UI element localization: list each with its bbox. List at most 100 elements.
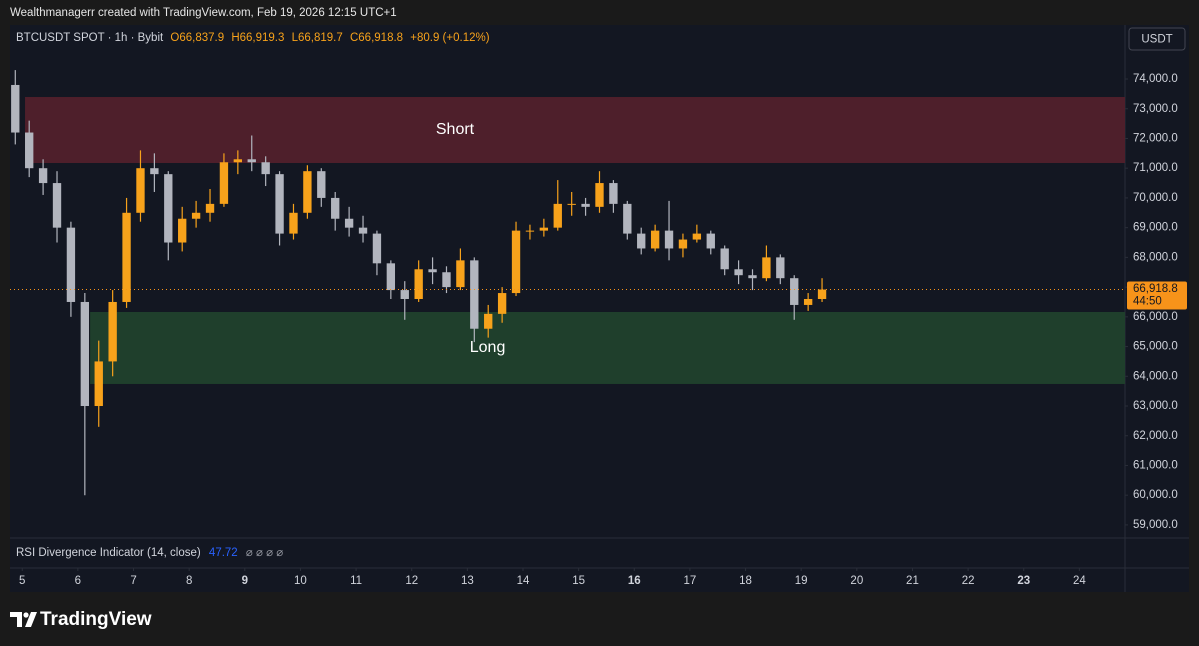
candle-body (790, 278, 799, 305)
candle-body (539, 227, 549, 231)
y-tick-label: 72,000.0 (1133, 133, 1178, 145)
candle-body (428, 269, 437, 273)
candle-body (776, 257, 785, 279)
x-tick-label: 17 (684, 575, 697, 587)
candle-body (762, 257, 771, 279)
y-tick-label: 68,000.0 (1133, 251, 1178, 263)
last-price-label: 66,918.8 (1133, 283, 1178, 295)
candle-body (150, 168, 159, 175)
zone (90, 311, 1126, 384)
countdown: 44:50 (1133, 296, 1162, 308)
candle-body (484, 313, 493, 329)
candle-body (25, 132, 34, 169)
candle-body (511, 230, 521, 294)
candle-body (233, 159, 243, 163)
currency-button[interactable] (1128, 27, 1186, 51)
y-tick-label: 66,000.0 (1133, 311, 1178, 323)
candle-body (122, 212, 131, 302)
y-tick-label: 59,000.0 (1133, 519, 1178, 531)
x-tick-label: 23 (1017, 575, 1030, 587)
zone (25, 97, 1125, 163)
brand-logo (10, 612, 37, 627)
candle-body (609, 183, 618, 204)
y-tick-label: 62,000.0 (1133, 430, 1178, 442)
x-tick-label: 18 (739, 575, 752, 587)
candle-body (108, 301, 117, 362)
indicator-value: 47.72 (209, 547, 238, 559)
candle-body (734, 269, 743, 276)
y-tick-label: 65,000.0 (1133, 341, 1178, 353)
symbol: BTCUSDT SPOT · 1h · Bybit (16, 32, 164, 44)
candle-body (219, 162, 229, 204)
candle-body (358, 227, 368, 234)
y-tick-label: 69,000.0 (1133, 222, 1178, 234)
currency-label[interactable]: USDT (1141, 34, 1172, 46)
candle-body (317, 171, 326, 198)
candle-body (414, 269, 423, 299)
candle-body (567, 203, 576, 205)
candle-body (692, 233, 702, 240)
candle-body (289, 212, 298, 234)
y-tick-label: 64,000.0 (1133, 370, 1178, 382)
zone-label: Long (470, 339, 506, 356)
candle-body (720, 248, 729, 270)
candle-body (38, 168, 48, 184)
y-tick-label: 74,000.0 (1133, 73, 1178, 85)
candle-body (553, 203, 562, 228)
candle-body (678, 239, 688, 249)
brand-name: TradingView (40, 609, 152, 630)
indicator-name: RSI Divergence Indicator (14, close) (16, 547, 201, 559)
x-tick-label: 21 (906, 575, 919, 587)
x-tick-label: 22 (962, 575, 975, 587)
candle-body (386, 263, 396, 291)
x-tick-label: 8 (186, 575, 192, 587)
candle-body (581, 203, 590, 207)
indicator-legend: RSI Divergence Indicator (14, close) 47.… (16, 547, 283, 559)
candle-body (178, 218, 187, 243)
x-tick-label: 19 (795, 575, 808, 587)
y-tick-label: 61,000.0 (1133, 459, 1178, 471)
candle-body (442, 272, 451, 288)
candle-body (261, 162, 270, 175)
candle-body (637, 233, 646, 249)
candle-body (664, 230, 674, 249)
candle-body (817, 289, 827, 299)
candle-body (525, 230, 535, 232)
candle-body (80, 301, 90, 407)
candle-body (247, 159, 256, 163)
candle-body (470, 260, 479, 329)
candle-body (11, 84, 20, 133)
candle-body (595, 183, 604, 207)
candle-body (52, 183, 62, 228)
candle-body (164, 174, 173, 243)
candle-body (331, 197, 340, 219)
ohlc-high: H66,919.3 (231, 32, 284, 44)
candle-body (372, 233, 382, 264)
candle-body (205, 203, 215, 213)
x-tick-label: 9 (242, 575, 248, 587)
candle-body (94, 361, 103, 407)
y-tick-label: 60,000.0 (1133, 489, 1178, 501)
x-tick-label: 24 (1073, 575, 1086, 587)
candle-body (66, 227, 76, 302)
candle-body (650, 230, 660, 249)
x-tick-label: 16 (628, 575, 641, 587)
ohlc-close: C66,918.8 (350, 32, 403, 44)
plot-area: Short Long (10, 70, 1126, 496)
x-tick-label: 5 (19, 575, 25, 587)
candle-body (400, 290, 409, 299)
y-tick-label: 70,000.0 (1133, 192, 1178, 204)
ohlc-change: +80.9 (+0.12%) (410, 32, 489, 44)
candle-body (623, 203, 632, 234)
candle-body (136, 168, 145, 213)
x-tick-label: 13 (461, 575, 474, 587)
x-tick-label: 10 (294, 575, 307, 587)
y-tick-label: 71,000.0 (1133, 162, 1178, 174)
candle-body (275, 174, 284, 234)
candle-body (456, 260, 465, 288)
ohlc-low: L66,819.7 (292, 32, 343, 44)
credit: Wealthmanagerr created with TradingView.… (10, 7, 397, 19)
x-tick-label: 11 (350, 575, 362, 587)
